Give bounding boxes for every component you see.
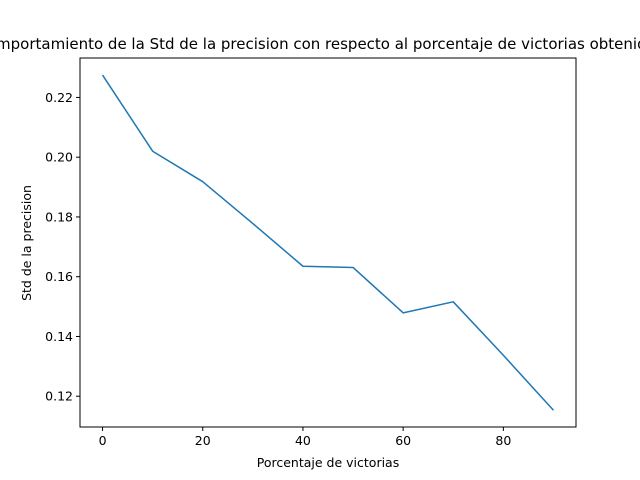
y-tick-label: 0.20 [45, 150, 73, 165]
axes-frame [79, 57, 577, 428]
y-tick-label: 0.16 [45, 269, 73, 284]
chart-title: Comportamiento de la Std de la precision… [0, 35, 640, 53]
x-tick-label: 60 [395, 433, 411, 448]
x-tick-label: 0 [99, 433, 107, 448]
y-axis-label: Std de la precision [19, 185, 34, 301]
x-tick-label: 20 [195, 433, 211, 448]
x-tick-label: 80 [495, 433, 511, 448]
y-tick-label: 0.12 [45, 389, 73, 404]
x-axis-label: Porcentaje de victorias [257, 455, 399, 470]
plot-area [101, 74, 555, 411]
y-tick-label: 0.14 [45, 329, 73, 344]
series-line [101, 74, 555, 411]
y-tick-label: 0.22 [45, 90, 73, 105]
y-tick-label: 0.18 [45, 209, 73, 224]
axis-ticks: 0 20 40 60 80 0.12 0.14 0.16 0.18 0.20 0.22 [45, 90, 511, 448]
x-tick-label: 40 [295, 433, 311, 448]
